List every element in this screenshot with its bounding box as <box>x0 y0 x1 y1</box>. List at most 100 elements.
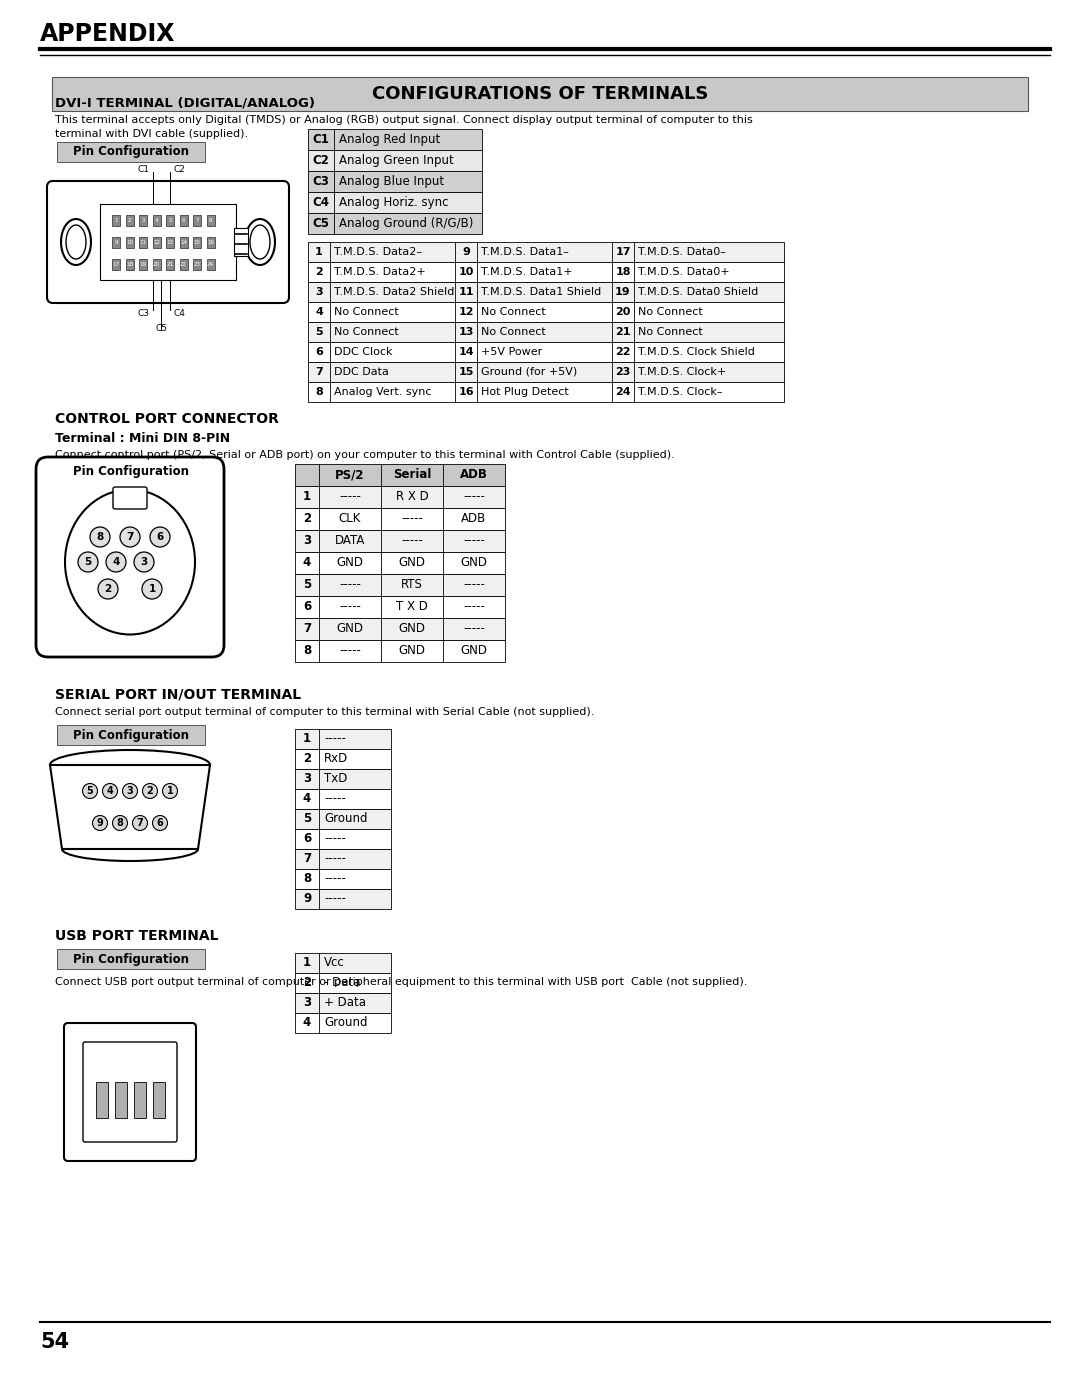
Text: 2: 2 <box>302 513 311 525</box>
Text: -----: ----- <box>401 513 423 525</box>
Text: 20: 20 <box>153 261 160 267</box>
Text: GND: GND <box>460 556 487 570</box>
Text: 14: 14 <box>458 346 474 358</box>
Bar <box>125 236 134 247</box>
Text: ADB: ADB <box>460 468 488 482</box>
Text: 7: 7 <box>126 532 134 542</box>
FancyBboxPatch shape <box>83 1042 177 1141</box>
Text: T.M.D.S. Clock–: T.M.D.S. Clock– <box>638 387 723 397</box>
Ellipse shape <box>103 784 118 799</box>
Text: C1: C1 <box>312 133 329 147</box>
Text: 14: 14 <box>180 239 187 244</box>
Ellipse shape <box>78 552 98 571</box>
Text: C1: C1 <box>137 165 149 173</box>
Bar <box>295 464 505 486</box>
Ellipse shape <box>93 816 108 830</box>
Text: 1: 1 <box>302 490 311 503</box>
Bar <box>193 236 201 247</box>
Text: 13: 13 <box>458 327 474 337</box>
Ellipse shape <box>120 527 140 548</box>
Text: 16: 16 <box>458 387 474 397</box>
Text: 3: 3 <box>315 286 323 298</box>
Text: Analog Vert. sync: Analog Vert. sync <box>334 387 432 397</box>
Text: 1: 1 <box>315 247 323 257</box>
Text: 5: 5 <box>84 557 92 567</box>
Text: T.M.D.S. Data0+: T.M.D.S. Data0+ <box>638 267 730 277</box>
Ellipse shape <box>98 578 118 599</box>
Text: 5: 5 <box>168 218 172 222</box>
Ellipse shape <box>133 816 148 830</box>
Text: USB PORT TERMINAL: USB PORT TERMINAL <box>55 929 218 943</box>
Bar <box>206 215 215 225</box>
Text: 2: 2 <box>302 977 311 989</box>
Ellipse shape <box>112 816 127 830</box>
Text: TxD: TxD <box>324 773 348 785</box>
Text: Pin Configuration: Pin Configuration <box>73 465 189 479</box>
Bar <box>125 215 134 225</box>
Text: 6: 6 <box>157 532 164 542</box>
Text: 24: 24 <box>207 261 214 267</box>
Text: GND: GND <box>399 623 426 636</box>
Text: +5V Power: +5V Power <box>481 346 542 358</box>
Text: C2: C2 <box>312 154 329 168</box>
Text: 3: 3 <box>302 996 311 1010</box>
Bar <box>206 236 215 247</box>
Text: 3: 3 <box>140 557 148 567</box>
Bar <box>308 191 482 212</box>
Bar <box>308 362 784 381</box>
Bar <box>134 1083 146 1118</box>
Bar <box>112 258 120 270</box>
Bar <box>295 888 391 909</box>
Text: 1: 1 <box>148 584 156 594</box>
Text: 7: 7 <box>302 852 311 866</box>
Bar <box>295 597 505 617</box>
Text: Vcc: Vcc <box>324 957 345 970</box>
Text: T.M.D.S. Data0 Shield: T.M.D.S. Data0 Shield <box>638 286 758 298</box>
Text: 2: 2 <box>147 787 153 796</box>
Text: APPENDIX: APPENDIX <box>40 22 175 46</box>
Text: 9: 9 <box>114 239 118 244</box>
Text: 23: 23 <box>193 261 201 267</box>
FancyBboxPatch shape <box>36 457 224 657</box>
Bar <box>295 486 505 509</box>
Text: DDC Data: DDC Data <box>334 367 389 377</box>
Text: 17: 17 <box>112 261 120 267</box>
Bar <box>295 849 391 869</box>
Bar <box>234 228 248 256</box>
Text: 5: 5 <box>86 787 93 796</box>
Text: -----: ----- <box>339 644 361 658</box>
Text: 4: 4 <box>302 1017 311 1030</box>
Bar <box>179 215 188 225</box>
Bar <box>96 1083 108 1118</box>
Bar <box>139 258 147 270</box>
Text: -----: ----- <box>324 873 346 886</box>
Text: No Connect: No Connect <box>334 307 399 317</box>
Text: T.M.D.S. Data1–: T.M.D.S. Data1– <box>481 247 569 257</box>
Text: 1: 1 <box>114 218 118 222</box>
Text: Analog Blue Input: Analog Blue Input <box>339 175 444 189</box>
Text: -----: ----- <box>324 852 346 866</box>
Text: GND: GND <box>337 623 364 636</box>
Text: Analog Ground (R/G/B): Analog Ground (R/G/B) <box>339 217 473 231</box>
Bar <box>179 258 188 270</box>
FancyBboxPatch shape <box>64 1023 195 1161</box>
Text: R X D: R X D <box>395 490 429 503</box>
Bar <box>166 215 174 225</box>
Text: 22: 22 <box>180 261 187 267</box>
Ellipse shape <box>143 784 158 799</box>
Ellipse shape <box>245 219 275 265</box>
Text: Terminal : Mini DIN 8-PIN: Terminal : Mini DIN 8-PIN <box>55 432 230 446</box>
Text: Ground: Ground <box>324 813 367 826</box>
Bar <box>308 302 784 321</box>
Bar <box>295 509 505 529</box>
Bar <box>295 729 391 749</box>
Text: 8: 8 <box>96 532 104 542</box>
Bar <box>308 129 482 149</box>
Bar <box>57 725 205 745</box>
Text: C3: C3 <box>312 175 329 189</box>
Text: Analog Red Input: Analog Red Input <box>339 133 441 147</box>
Text: Analog Horiz. sync: Analog Horiz. sync <box>339 196 448 210</box>
Bar <box>125 258 134 270</box>
Bar <box>166 258 174 270</box>
Text: GND: GND <box>337 556 364 570</box>
